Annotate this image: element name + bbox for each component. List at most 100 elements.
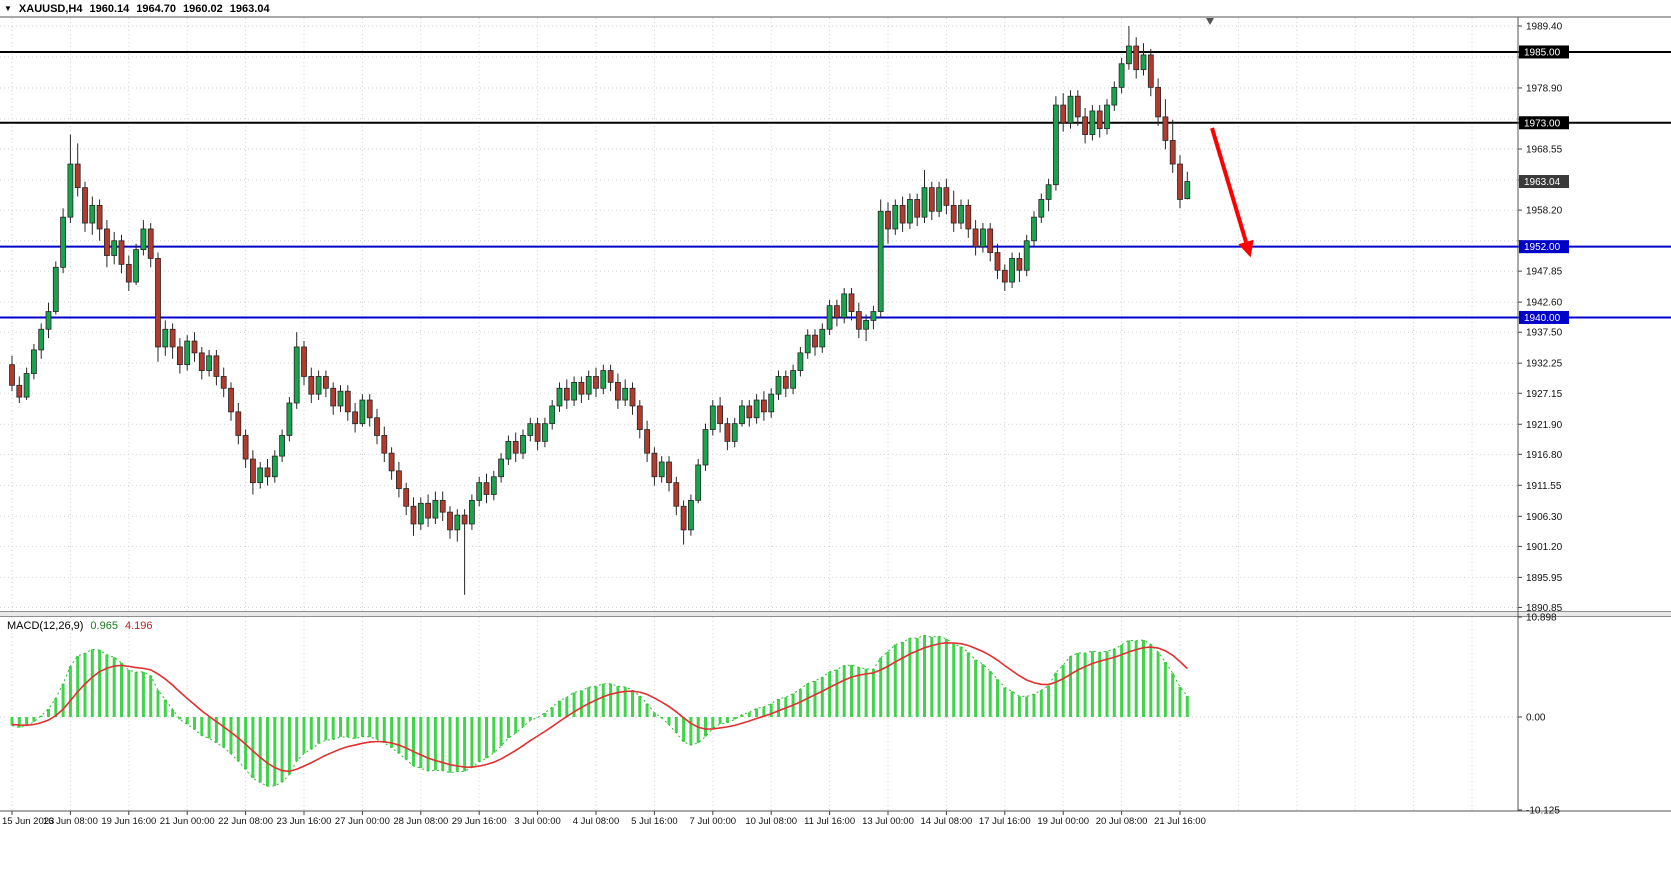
candle: [841, 287, 848, 324]
candle: [352, 403, 359, 433]
candle: [213, 349, 220, 386]
candle: [1074, 90, 1081, 126]
macd-signal-value: 4.196: [124, 620, 153, 632]
ohlc-low: 1960.02: [183, 2, 223, 15]
hline-price-label-1952.00[interactable]: 1952.00: [1519, 240, 1569, 254]
macd-main-value: 0.965: [90, 620, 118, 632]
candle: [994, 243, 1001, 280]
price-axis-label: 1901.20: [1526, 542, 1563, 553]
candle: [600, 364, 607, 395]
candle: [563, 379, 570, 409]
svg-text:1940.00: 1940.00: [1524, 313, 1561, 324]
candle: [1016, 252, 1023, 283]
panel-frame: [0, 16, 1671, 812]
candle: [228, 382, 234, 421]
candle: [1169, 119, 1176, 173]
ohlc-high: 1964.70: [136, 2, 177, 15]
candle: [520, 429, 526, 460]
candle: [972, 220, 979, 256]
candle: [45, 302, 52, 339]
candle: [374, 408, 380, 445]
candle: [111, 231, 118, 265]
candle: [571, 376, 577, 406]
chart-shift-marker[interactable]: [1206, 18, 1214, 25]
candle: [395, 462, 402, 498]
macd-name: MACD(12,26,9): [7, 620, 84, 632]
hline-price-label-1940.00[interactable]: 1940.00: [1519, 310, 1569, 324]
candle: [936, 181, 942, 218]
candle: [257, 462, 264, 489]
candle: [1053, 96, 1059, 191]
candle: [184, 335, 191, 371]
price-axis-label: 1942.60: [1526, 298, 1563, 309]
candle: [118, 234, 125, 274]
candle: [636, 400, 643, 439]
candle: [819, 323, 826, 353]
svg-text:1963.04: 1963.04: [1524, 177, 1561, 188]
candle: [235, 403, 242, 445]
macd-axis[interactable]: 10.898 0.00 -10.125: [1518, 613, 1560, 817]
candle: [848, 287, 855, 321]
candle: [286, 397, 293, 442]
candle: [1118, 57, 1125, 94]
macd-indicator-label: MACD(12,26,9) 0.965 4.196: [7, 620, 152, 632]
time-axis-label: 17 Jul 16:00: [979, 816, 1031, 827]
candle: [271, 450, 278, 483]
candle: [1177, 155, 1183, 209]
current-price-label[interactable]: 1963.04: [1519, 175, 1569, 189]
price-axis[interactable]: 1989.40 1978.90 1968.55 1958.20 1947.85 1942.…: [1518, 22, 1569, 614]
candle: [301, 341, 307, 386]
price-axis-label: 1978.90: [1526, 83, 1563, 94]
candle: [709, 400, 716, 436]
candle: [206, 349, 213, 377]
candle: [863, 314, 869, 342]
candle: [60, 208, 66, 274]
candle: [1001, 264, 1008, 291]
svg-text:1985.00: 1985.00: [1524, 47, 1561, 58]
candle: [344, 385, 351, 421]
candle: [1023, 234, 1030, 277]
candle: [315, 370, 322, 401]
candle: [651, 447, 658, 486]
symbol-timeframe-title: XAUUSD,H4: [18, 2, 83, 15]
candle: [447, 506, 453, 539]
candle: [921, 169, 928, 224]
candle: [1155, 78, 1161, 126]
candle: [527, 417, 534, 442]
hline-price-label-1985.00[interactable]: 1985.00: [1519, 45, 1569, 59]
candle: [155, 252, 161, 362]
candle: [768, 388, 775, 418]
candle: [1031, 211, 1037, 247]
candle: [67, 134, 74, 224]
candle: [892, 199, 899, 235]
candle: [549, 400, 556, 430]
time-axis-label: 28 Jun 08:00: [393, 816, 448, 827]
candle: [1060, 93, 1067, 132]
candle: [38, 323, 45, 359]
candle: [826, 299, 833, 336]
candle: [1096, 105, 1103, 138]
candle: [746, 400, 753, 427]
candle: [753, 394, 760, 424]
time-axis-label: 7 Jul 00:00: [690, 816, 736, 827]
candle: [556, 382, 563, 412]
candle: [410, 497, 417, 536]
candle: [1104, 99, 1110, 135]
macd-main-line: [11, 634, 1188, 787]
candle: [432, 491, 439, 524]
candle: [534, 417, 541, 451]
candle: [629, 382, 636, 415]
candle: [1089, 105, 1096, 141]
candle: [74, 143, 81, 197]
candle: [593, 367, 599, 398]
candle: [388, 447, 395, 480]
trend-arrow[interactable]: [1210, 127, 1254, 258]
hline-price-label-1973.00[interactable]: 1973.00: [1519, 116, 1569, 130]
candle: [673, 476, 680, 516]
candle: [797, 346, 804, 377]
candle: [542, 417, 548, 448]
price-axis-label: 1932.25: [1526, 359, 1563, 370]
symbol-dropdown-icon[interactable]: ▼: [4, 4, 12, 13]
